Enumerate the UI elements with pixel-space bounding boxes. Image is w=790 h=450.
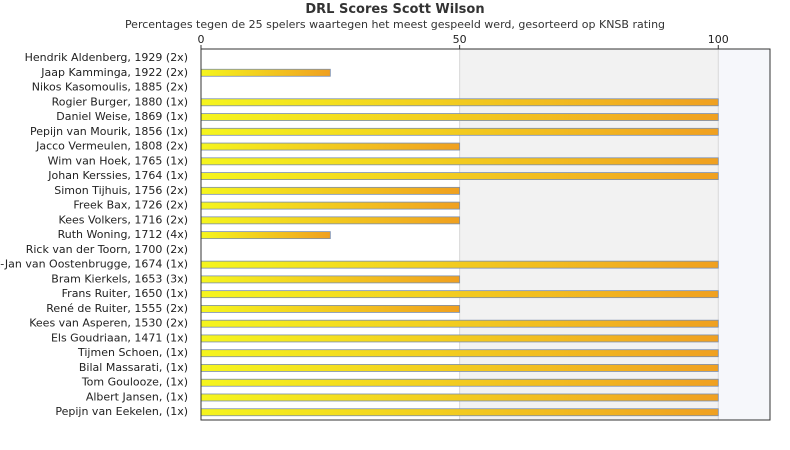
category-label: Hendrik Aldenberg, 1929 (2x) xyxy=(25,51,188,64)
category-label: Simon Tijhuis, 1756 (2x) xyxy=(54,184,188,197)
category-label: Frans Ruiter, 1650 (1x) xyxy=(62,287,188,300)
x-axis-ticks: 0 50 100 xyxy=(198,33,729,49)
plot-frame xyxy=(200,48,771,421)
bar xyxy=(200,349,719,358)
bar xyxy=(200,364,719,372)
category-label: Tom Goulooze, (1x) xyxy=(81,376,188,389)
category-label: Wim van Hoek, 1765 (1x) xyxy=(48,154,188,167)
bar xyxy=(200,98,719,107)
bar xyxy=(200,334,719,343)
bar xyxy=(200,216,461,225)
category-label: Tijmen Schoen, (1x) xyxy=(77,346,188,359)
category-label: Ruth Woning, 1712 (4x) xyxy=(58,228,188,241)
chart-title: DRL Scores Scott Wilson xyxy=(305,2,485,17)
category-labels: Hendrik Aldenberg, 1929 (2x) Jaap Kamming… xyxy=(0,51,188,418)
x-tick-label: 100 xyxy=(708,33,729,46)
category-label: Pepijn van Eekelen, (1x) xyxy=(55,405,188,418)
category-label: Rick van der Toorn, 1700 (2x) xyxy=(26,243,188,256)
category-label: Nikos Kasomoulis, 1885 (2x) xyxy=(32,81,188,94)
category-label: Bilal Massarati, (1x) xyxy=(79,361,188,374)
category-label: Kees Volkers, 1716 (2x) xyxy=(59,213,188,226)
bar xyxy=(200,290,719,299)
category-label: Jacco Vermeulen, 1808 (2x) xyxy=(35,140,188,153)
bar xyxy=(200,127,719,136)
category-label: Kees van Asperen, 1530 (2x) xyxy=(29,317,188,330)
bar xyxy=(200,142,461,151)
bar xyxy=(200,157,719,166)
bar xyxy=(200,231,331,240)
chart-subtitle: Percentages tegen de 25 spelers waartege… xyxy=(124,18,666,31)
category-label: Pepijn van Mourik, 1856 (1x) xyxy=(30,125,188,138)
bar xyxy=(200,201,461,210)
category-label: Albert Jansen, (1x) xyxy=(86,390,188,403)
bar xyxy=(200,319,719,328)
category-label: Johan Kerssies, 1764 (1x) xyxy=(47,169,188,182)
background-bands xyxy=(459,49,770,420)
bar xyxy=(200,275,461,284)
bar xyxy=(200,408,719,417)
bar xyxy=(200,305,461,313)
bar xyxy=(200,378,719,387)
band-100-end xyxy=(718,49,770,420)
category-label: Daniel Weise, 1869 (1x) xyxy=(56,110,188,123)
bar xyxy=(200,172,719,180)
bar xyxy=(200,260,719,269)
bar xyxy=(200,113,719,121)
x-tick-label: 0 xyxy=(198,33,205,46)
category-label: Els Goudriaan, 1471 (1x) xyxy=(51,331,188,344)
bar xyxy=(200,186,461,195)
category-label: René de Ruiter, 1555 (2x) xyxy=(46,302,188,315)
category-label: Gert-Jan van Oostenbrugge, 1674 (1x) xyxy=(0,258,188,271)
category-label: Bram Kierkels, 1653 (3x) xyxy=(51,272,188,285)
bar xyxy=(200,393,719,402)
category-label: Jaap Kamminga, 1922 (2x) xyxy=(40,66,188,79)
category-label: Rogier Burger, 1880 (1x) xyxy=(52,95,188,108)
x-tick-label: 50 xyxy=(453,33,467,46)
bar xyxy=(200,68,331,77)
band-50-100 xyxy=(459,49,719,420)
category-label: Freek Bax, 1726 (2x) xyxy=(73,199,188,212)
